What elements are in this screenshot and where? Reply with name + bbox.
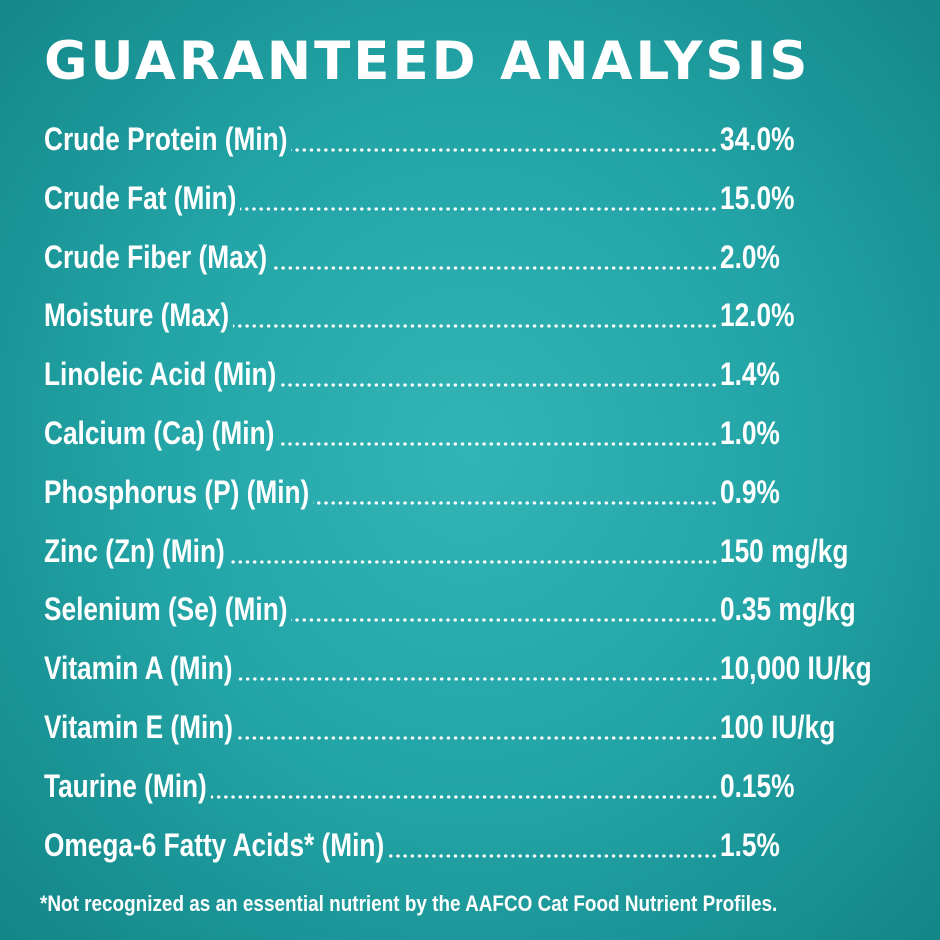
dot-leader [291, 148, 718, 152]
nutrient-value: 34.0% [720, 121, 795, 157]
nutrient-value: 1.4% [720, 356, 780, 393]
dot-leader [237, 735, 718, 740]
nutrient-value: 1.5% [720, 826, 780, 863]
nutrient-label: Phosphorus (P) (Min) [44, 473, 310, 510]
nutrient-row: Vitamin A (Min) 10,000 IU/kg [44, 639, 904, 698]
dot-leader [291, 618, 718, 623]
nutrient-value: 12.0% [720, 297, 795, 334]
nutrient-row: Omega-6 Fatty Acids* (Min) 1.5% [44, 816, 904, 875]
nutrient-row: Selenium (Se) (Min) 0.35 mg/kg [44, 580, 904, 639]
dot-leader [313, 500, 718, 505]
nutrient-value: 0.35 mg/kg [720, 591, 856, 628]
page-title: GUARANTEED ANALYSIS [44, 31, 811, 92]
nutrient-label: Moisture (Max) [44, 297, 230, 334]
nutrient-label: Vitamin A (Min) [44, 650, 233, 687]
footnote: *Not recognized as an essential nutrient… [40, 891, 778, 916]
nutrient-label: Zinc (Zn) (Min) [44, 532, 225, 569]
nutrient-label: Omega-6 Fatty Acids* (Min) [44, 826, 385, 863]
nutrient-label: Calcium (Ca) (Min) [44, 414, 275, 451]
nutrient-row: Moisture (Max) 12.0% [44, 286, 904, 345]
nutrient-value: 10,000 IU/kg [720, 650, 872, 687]
nutrient-value: 150 mg/kg [720, 532, 849, 569]
dot-leader [233, 324, 718, 329]
dot-leader [228, 559, 718, 564]
dot-leader [278, 441, 718, 446]
dot-leader [271, 265, 718, 270]
nutrient-row: Taurine (Min) 0.15% [44, 757, 904, 816]
nutrient-label: Taurine (Min) [44, 767, 207, 804]
dot-leader [388, 853, 718, 858]
nutrient-label: Vitamin E (Min) [44, 708, 234, 745]
nutrient-label: Crude Fat (Min) [44, 179, 237, 216]
nutrient-value: 15.0% [720, 179, 795, 216]
dot-leader [210, 794, 718, 799]
nutrient-value: 100 IU/kg [720, 708, 836, 745]
nutrient-row: Crude Fat (Min) 15.0% [44, 169, 904, 228]
dot-leader [240, 206, 718, 211]
dot-leader [236, 677, 718, 682]
nutrient-value: 0.15% [720, 767, 795, 804]
nutrient-label: Selenium (Se) (Min) [44, 591, 288, 628]
nutrient-value: 0.9% [720, 473, 780, 510]
dot-leader [280, 383, 718, 388]
nutrient-value: 2.0% [720, 238, 780, 275]
nutrient-row: Crude Protein (Min) 34.0% [44, 110, 904, 169]
nutrient-row: Vitamin E (Min) 100 IU/kg [44, 698, 904, 757]
nutrient-label: Crude Protein (Min) [44, 121, 288, 157]
nutrient-label: Crude Fiber (Max) [44, 238, 268, 275]
nutrient-row: Phosphorus (P) (Min) 0.9% [44, 463, 904, 522]
nutrient-row: Crude Fiber (Max) 2.0% [44, 228, 904, 287]
nutrient-row: Linoleic Acid (Min) 1.4% [44, 345, 904, 404]
nutrient-row: Zinc (Zn) (Min) 150 mg/kg [44, 522, 904, 581]
nutrient-value: 1.0% [720, 414, 780, 451]
nutrient-list: Crude Protein (Min) 34.0% Crude Fat (Min… [44, 110, 904, 874]
nutrient-row: Calcium (Ca) (Min) 1.0% [44, 404, 904, 463]
nutrient-label: Linoleic Acid (Min) [44, 356, 277, 393]
